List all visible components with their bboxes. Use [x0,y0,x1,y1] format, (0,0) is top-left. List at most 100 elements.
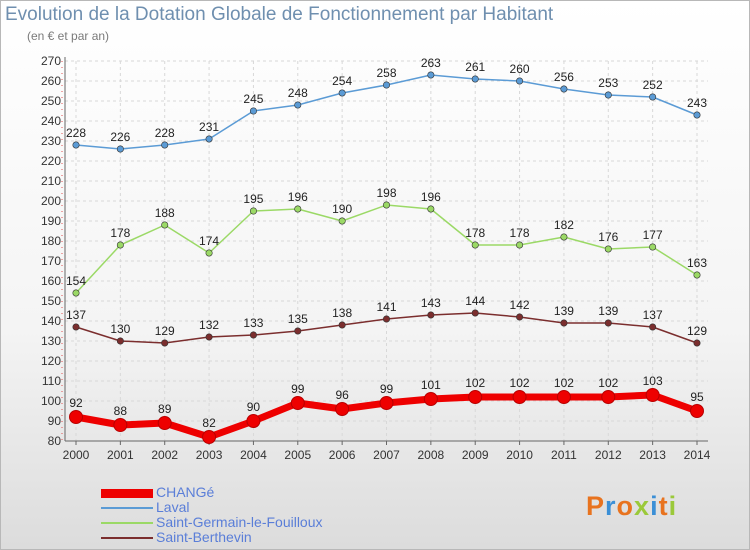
data-point-saint-berthevin [338,321,346,329]
data-label-chang-: 99 [291,382,305,396]
data-point-saint-berthevin [382,315,390,323]
data-point-saint-germain-le-fouilloux [161,221,169,229]
data-label-chang-: 102 [554,376,574,390]
data-point-laval [72,141,80,149]
data-point-saint-berthevin [516,313,524,321]
legend-swatch [101,488,153,498]
data-point-saint-germain-le-fouilloux [427,205,435,213]
data-point-chang- [335,402,350,416]
data-point-laval [116,145,124,153]
data-label-chang-: 102 [598,376,618,390]
logo-letter: i [668,491,678,521]
data-label-saint-berthevin: 139 [554,304,574,318]
logo-letter: x [634,491,651,521]
data-point-chang- [202,430,217,444]
y-tick-label: 200 [41,194,61,208]
chart-title: Evolution de la Dotation Globale de Fonc… [5,4,554,25]
y-tick-label: 190 [41,214,61,228]
data-point-saint-germain-le-fouilloux [249,207,257,215]
x-tick-label: 2003 [196,448,223,462]
data-label-chang-: 99 [380,382,394,396]
data-label-saint-germain-le-fouilloux: 178 [510,226,530,240]
data-label-saint-berthevin: 141 [376,300,396,314]
data-label-laval: 243 [687,96,707,110]
data-point-laval [604,91,612,99]
data-label-laval: 226 [110,130,130,144]
data-point-saint-berthevin [560,319,568,327]
data-point-saint-germain-le-fouilloux [72,289,80,297]
data-point-chang- [69,410,83,424]
data-label-saint-berthevin: 137 [643,308,663,322]
data-point-saint-berthevin [693,339,701,347]
data-point-saint-germain-le-fouilloux [649,243,657,251]
data-point-saint-berthevin [205,333,213,341]
y-tick-label: 130 [41,334,61,348]
data-label-laval: 256 [554,70,574,84]
data-point-saint-berthevin [471,309,479,317]
axes: 8090100110120130140150160170180190200210… [41,54,711,462]
data-label-saint-germain-le-fouilloux: 178 [465,226,485,240]
data-label-laval: 260 [510,62,530,76]
y-tick-label: 230 [41,134,61,148]
data-label-laval: 261 [465,60,485,74]
data-label-saint-germain-le-fouilloux: 174 [199,234,219,248]
data-point-chang- [290,396,305,410]
data-label-laval: 228 [66,126,86,140]
legend: CHANGé Laval Saint-Germain-le-Fouilloux Sai… [101,484,421,545]
legend-label: Laval [156,499,190,515]
y-tick-label: 80 [48,434,62,448]
logo-letter: i [650,491,659,521]
legend-item-chang-: CHANGé [101,484,421,500]
y-tick-label: 240 [41,114,61,128]
data-point-laval [161,141,169,149]
data-point-saint-berthevin [604,319,612,327]
data-point-saint-germain-le-fouilloux [604,245,612,253]
x-tick-label: 2012 [595,448,622,462]
data-label-saint-germain-le-fouilloux: 182 [554,218,574,232]
data-label-saint-berthevin: 138 [332,306,352,320]
data-point-chang- [512,390,527,404]
y-tick-label: 90 [48,414,62,428]
y-tick-label: 210 [41,174,61,188]
data-point-saint-berthevin [649,323,657,331]
legend-swatch [101,537,153,539]
data-point-laval [205,135,213,143]
data-point-laval [649,93,657,101]
proxiti-logo: Proxiti [586,491,677,522]
data-point-saint-germain-le-fouilloux [205,249,213,257]
data-point-saint-germain-le-fouilloux [560,233,568,241]
x-tick-label: 2008 [418,448,445,462]
y-tick-label: 250 [41,94,61,108]
logo-letter: o [616,491,635,521]
data-label-saint-berthevin: 139 [598,304,618,318]
data-label-saint-germain-le-fouilloux: 178 [110,226,130,240]
data-label-chang-: 82 [202,416,216,430]
data-label-saint-germain-le-fouilloux: 188 [155,206,175,220]
y-tick-label: 110 [42,374,61,388]
data-label-chang-: 103 [643,374,663,388]
data-label-laval: 231 [199,120,219,134]
line-chart: 8090100110120130140150160170180190200210… [41,54,711,462]
data-label-saint-berthevin: 130 [110,322,130,336]
data-label-saint-berthevin: 129 [155,324,175,338]
data-label-saint-berthevin: 135 [288,312,308,326]
data-point-laval [471,75,479,83]
x-tick-label: 2006 [329,448,356,462]
data-point-saint-berthevin [249,331,257,339]
data-label-laval: 253 [598,76,618,90]
logo-letter: P [586,491,606,521]
logo-letter: r [605,491,617,521]
data-label-saint-germain-le-fouilloux: 195 [243,192,263,206]
data-label-saint-germain-le-fouilloux: 190 [332,202,352,216]
logo-letter: t [658,491,669,521]
data-label-saint-berthevin: 142 [510,298,530,312]
y-tick-label: 170 [41,254,61,268]
data-label-saint-germain-le-fouilloux: 198 [376,186,396,200]
data-point-chang- [423,392,438,406]
data-point-chang- [113,418,128,432]
y-tick-label: 120 [41,354,61,368]
data-label-saint-germain-le-fouilloux: 196 [421,190,441,204]
data-point-saint-berthevin [294,327,302,335]
data-label-laval: 252 [643,78,663,92]
data-label-chang-: 88 [114,404,128,418]
